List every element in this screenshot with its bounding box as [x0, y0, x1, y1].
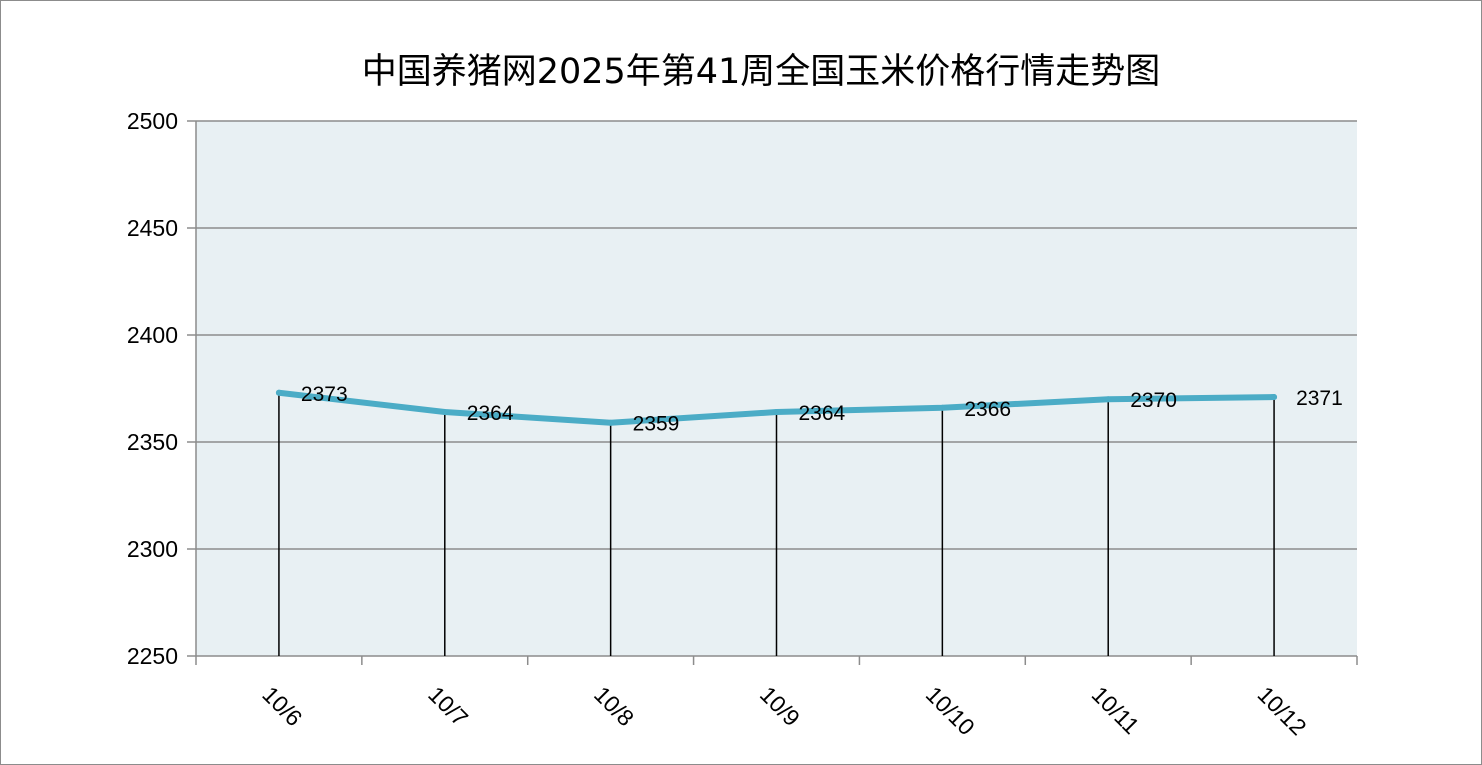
y-tick-label: 2350: [127, 429, 178, 455]
x-tick-label: 10/8: [589, 681, 639, 731]
data-label: 2364: [467, 402, 514, 425]
data-point: [1271, 394, 1278, 401]
x-tick-label: 10/10: [921, 681, 980, 740]
x-tick-label: 10/11: [1087, 681, 1145, 739]
y-tick-label: 2500: [127, 108, 178, 134]
y-tick-label: 2400: [127, 322, 178, 348]
data-point: [607, 419, 614, 426]
y-tick-label: 2450: [127, 215, 178, 241]
data-point: [939, 404, 946, 411]
data-point: [1105, 396, 1112, 403]
data-label: 2359: [633, 413, 680, 436]
x-tick-label: 10/6: [257, 681, 307, 731]
data-point: [441, 409, 448, 416]
data-point: [773, 409, 780, 416]
data-label: 2370: [1130, 389, 1177, 412]
x-tick-label: 10/9: [755, 681, 805, 731]
x-tick-label: 10/7: [423, 681, 473, 731]
data-label: 2364: [799, 402, 846, 425]
data-point: [275, 389, 282, 396]
x-tick-label: 10/12: [1253, 681, 1312, 740]
data-label: 2371: [1296, 387, 1343, 410]
y-tick-label: 2250: [127, 643, 178, 669]
chart-title: 中国养猪网2025年第41周全国玉米价格行情走势图: [361, 52, 1161, 92]
y-tick-label: 2300: [127, 536, 178, 562]
data-label: 2366: [964, 398, 1011, 421]
data-label: 2373: [301, 383, 348, 406]
